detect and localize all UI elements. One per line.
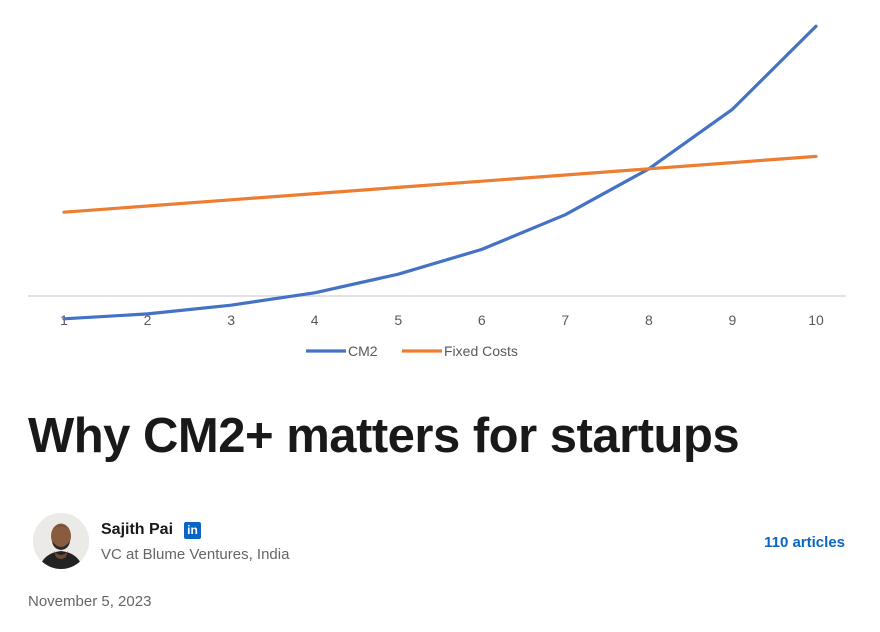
x-tick-label: 2	[144, 312, 152, 328]
linkedin-icon: in	[184, 522, 201, 539]
x-tick-label: 6	[478, 312, 486, 328]
cm2-fixed-costs-chart: 1 2 3 4 5 6 7 8 9 10 CM2 Fixed Costs	[28, 24, 846, 359]
x-tick-label: 8	[645, 312, 653, 328]
legend-label-fixed-costs: Fixed Costs	[444, 343, 518, 359]
author-name[interactable]: Sajith Pai	[101, 521, 174, 538]
series-line-cm2	[62, 24, 818, 321]
avatar-portrait	[33, 513, 89, 569]
x-tick-label: 5	[394, 312, 402, 328]
articles-count-link[interactable]: 110 articles	[764, 534, 845, 551]
article-title: Why CM2+ matters for startups	[28, 409, 740, 463]
x-tick-label: 9	[729, 312, 737, 328]
series-line-fixed-costs	[62, 154, 818, 214]
x-tick-labels: 1 2 3 4 5 6 7 8 9 10	[60, 312, 824, 328]
x-tick-label: 4	[311, 312, 319, 328]
series-lines	[62, 24, 818, 321]
x-tick-label: 3	[227, 312, 235, 328]
legend-label-cm2: CM2	[348, 343, 378, 359]
publish-date: November 5, 2023	[28, 593, 152, 610]
author-headline: VC at Blume Ventures, India	[101, 546, 290, 563]
x-tick-label: 10	[808, 312, 824, 328]
chart-legend: CM2 Fixed Costs	[306, 343, 518, 359]
x-tick-label: 7	[561, 312, 569, 328]
author-avatar[interactable]	[33, 513, 89, 569]
